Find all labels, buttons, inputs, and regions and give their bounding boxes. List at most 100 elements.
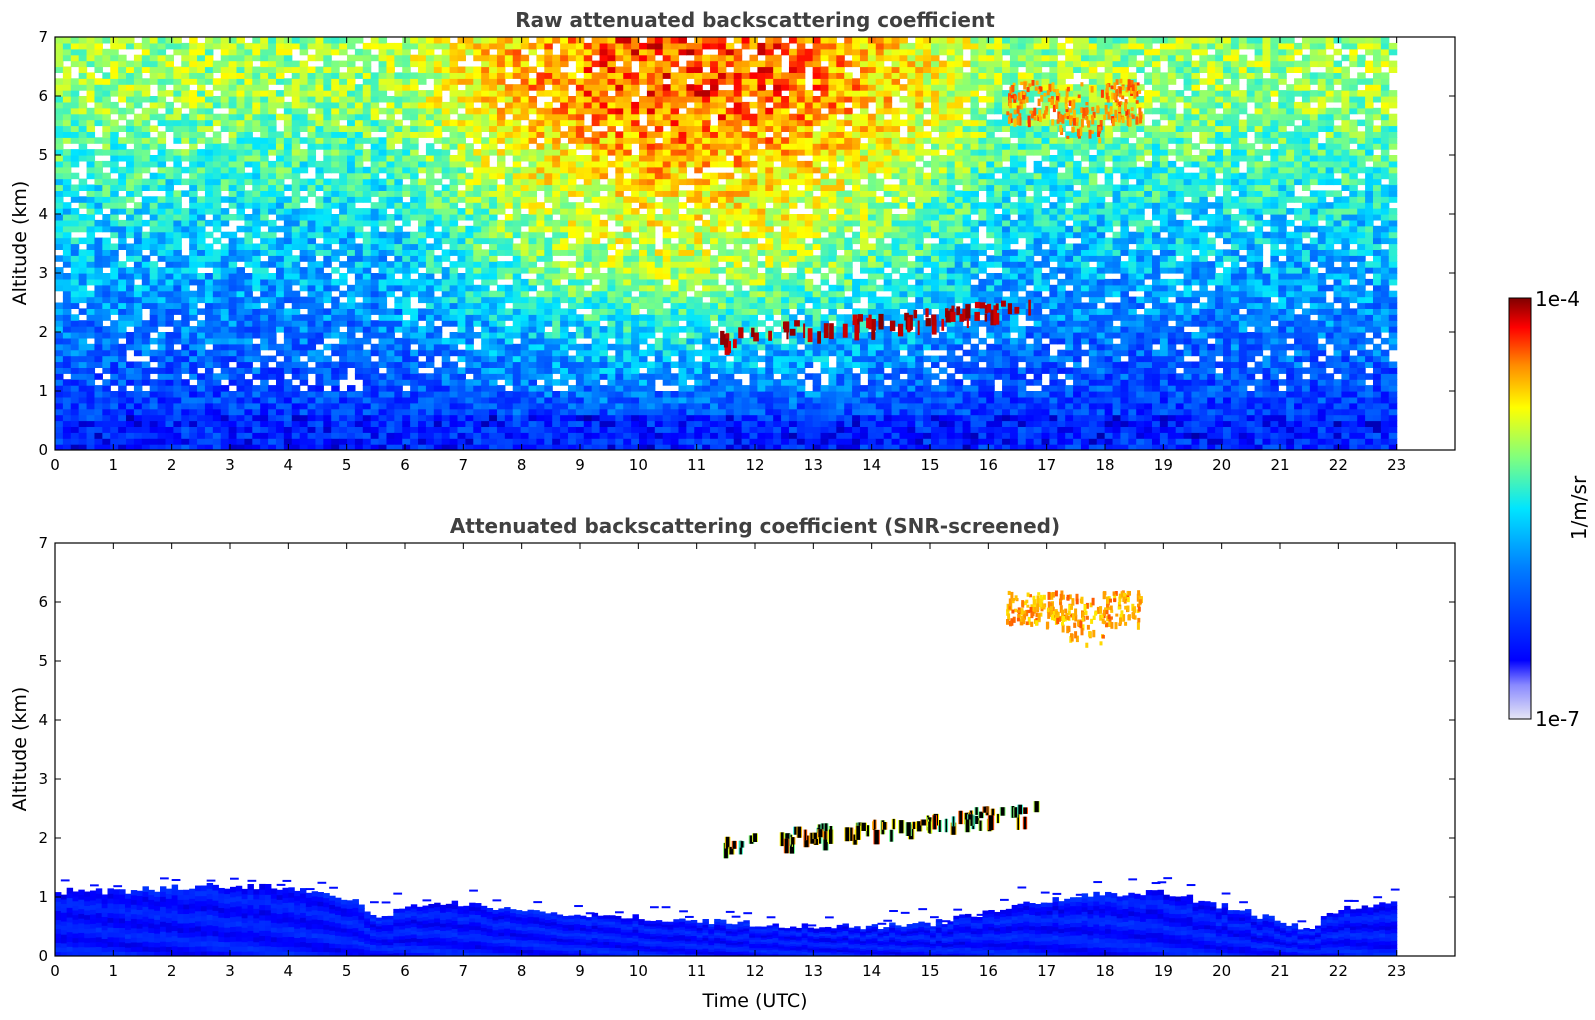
heat-cell — [607, 160, 616, 168]
heat-cell — [560, 343, 569, 351]
heat-cell — [631, 255, 640, 262]
heat-cell — [615, 302, 624, 309]
heat-cell — [481, 219, 490, 227]
heat-cell — [418, 432, 427, 439]
heat-cell — [662, 249, 672, 256]
heat-cell — [591, 373, 601, 380]
heat-cell — [354, 249, 364, 256]
heat-cell — [654, 149, 664, 156]
heat-cell — [331, 66, 340, 73]
heat-cell — [283, 155, 293, 162]
heat-cell — [441, 267, 451, 274]
heat-cell — [520, 408, 530, 416]
heat-cell — [646, 78, 656, 85]
heat-cell — [631, 208, 640, 215]
heat-cell — [560, 349, 569, 357]
heat-cell — [173, 355, 182, 363]
heat-cell — [473, 367, 482, 374]
heat-cell — [654, 184, 664, 191]
heat-cell — [323, 202, 332, 209]
heat-cell — [473, 379, 482, 386]
heat-cell — [228, 237, 238, 245]
heat-cell — [599, 308, 609, 315]
heat-cell — [283, 320, 293, 327]
heat-cell — [181, 190, 190, 197]
heat-cell — [94, 320, 103, 327]
heat-cell — [631, 107, 640, 115]
heat-cell — [197, 90, 206, 97]
heat-cell — [489, 379, 498, 386]
heat-cell — [433, 178, 443, 186]
heat-cell — [504, 131, 514, 138]
heat-cell — [197, 261, 206, 268]
heat-cell — [449, 438, 459, 445]
heat-cell — [220, 96, 230, 103]
heat-cell — [354, 308, 364, 315]
heat-cell — [623, 379, 632, 386]
heat-cell — [441, 166, 451, 174]
heat-cell — [449, 385, 459, 392]
heat-cell — [512, 113, 522, 121]
heat-cell — [536, 332, 545, 339]
heat-cell — [323, 243, 332, 250]
heat-cell — [386, 273, 395, 280]
heat-cell — [441, 420, 451, 427]
heat-cell — [441, 343, 451, 351]
heat-cell — [386, 444, 395, 450]
heat-cell — [528, 178, 538, 186]
heat-cell — [220, 149, 230, 156]
heat-cell — [291, 155, 301, 162]
heat-cell — [433, 349, 443, 357]
heat-cell — [220, 314, 230, 321]
heat-cell — [220, 208, 230, 215]
heat-cell — [315, 355, 324, 363]
heat-cell — [567, 219, 577, 227]
heat-cell — [126, 243, 135, 250]
heat-cell — [323, 396, 332, 404]
heat-cell — [157, 302, 167, 309]
heat-cell — [157, 143, 167, 150]
heat-cell — [496, 290, 506, 298]
heat-cell — [410, 196, 419, 203]
heat-cell — [299, 208, 309, 215]
heat-cell — [583, 125, 593, 132]
heat-cell — [236, 37, 246, 44]
heat-cell — [204, 60, 214, 68]
heat-cell — [204, 243, 214, 250]
heat-cell — [552, 113, 561, 121]
heat-cell — [236, 119, 246, 127]
heat-cell — [575, 219, 585, 227]
heat-cell — [370, 290, 380, 298]
heat-cell — [268, 391, 277, 398]
heat-cell — [189, 261, 198, 268]
heat-cell — [133, 243, 143, 250]
heat-cell — [62, 249, 72, 256]
heat-cell — [133, 420, 143, 427]
heat-cell — [449, 367, 459, 374]
heat-cell — [291, 426, 301, 433]
heat-cell — [291, 208, 301, 215]
heat-cell — [260, 420, 269, 427]
heat-cell — [583, 60, 593, 68]
heat-cell — [181, 402, 190, 410]
heat-cell — [402, 249, 411, 256]
heat-cell — [244, 444, 253, 450]
heat-cell — [323, 143, 332, 150]
heat-cell — [481, 438, 490, 445]
heat-cell — [567, 202, 577, 209]
heat-cell — [94, 343, 103, 351]
heat-cell — [283, 367, 293, 374]
heat-cell — [86, 225, 96, 233]
heat-cell — [465, 96, 474, 103]
heat-cell — [133, 337, 143, 345]
heat-cell — [567, 261, 577, 268]
heat-cell — [599, 37, 609, 44]
heat-cell — [623, 296, 632, 304]
heat-cell — [173, 332, 182, 339]
heat-cell — [544, 78, 553, 85]
heat-cell — [291, 408, 301, 416]
heat-cell — [133, 302, 143, 309]
heat-cell — [299, 37, 309, 44]
heat-cell — [449, 214, 459, 221]
heat-cell — [583, 184, 593, 191]
